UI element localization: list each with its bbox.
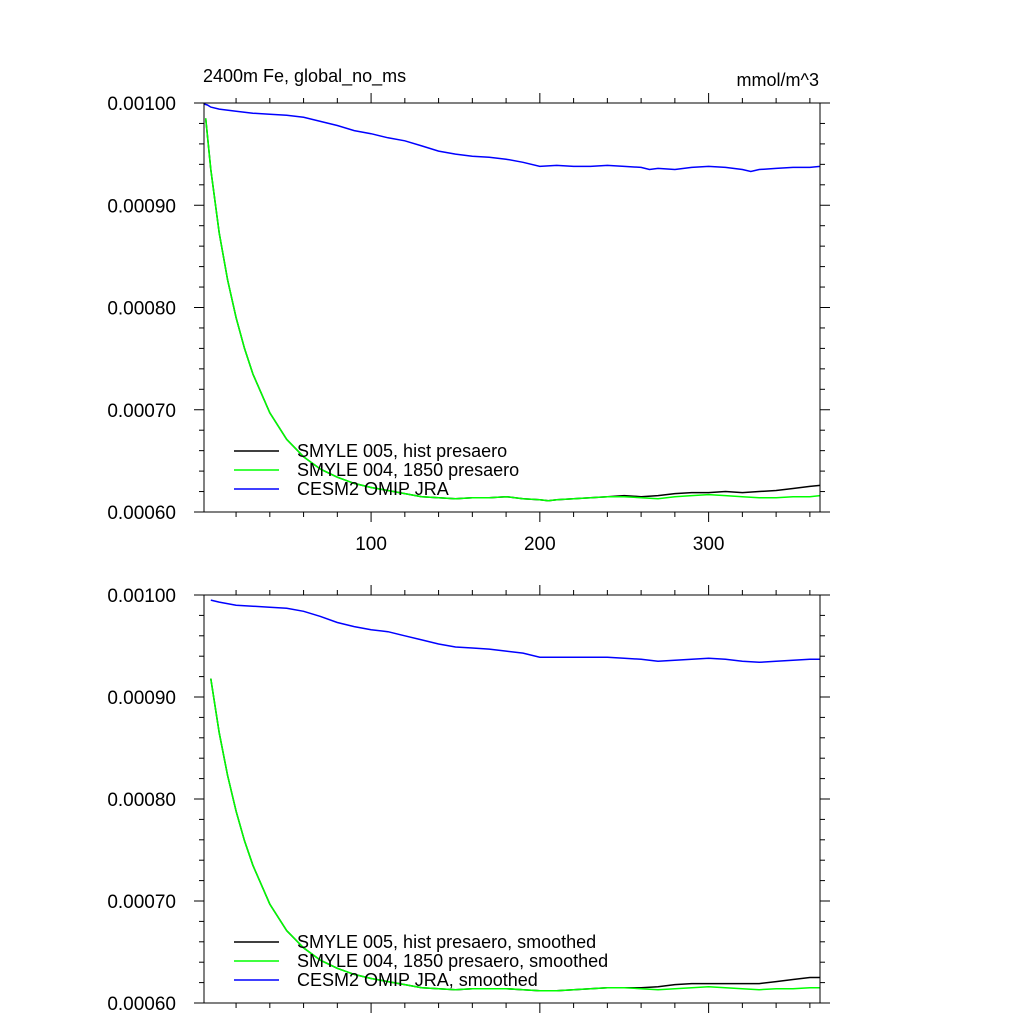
y-tick-label: 0.00060 bbox=[107, 994, 176, 1015]
top-panel: 2400m Fe, global_no_ms mmol/m^3 0.00060 0… bbox=[107, 66, 830, 555]
chart-title: 2400m Fe, global_no_ms bbox=[203, 66, 406, 87]
legend-label: SMYLE 005, hist presaero, smoothed bbox=[297, 932, 596, 952]
legend-label: SMYLE 004, 1850 presaero, smoothed bbox=[297, 951, 608, 971]
series-line-2 bbox=[203, 103, 821, 173]
series-line-2 bbox=[210, 599, 820, 664]
y-tick-label: 0.00080 bbox=[107, 790, 176, 811]
y-tick-label: 0.00080 bbox=[107, 299, 176, 320]
x-tick-label: 200 bbox=[524, 534, 556, 555]
legend-label: SMYLE 004, 1850 presaero bbox=[297, 460, 519, 480]
x-tick-label: 100 bbox=[355, 534, 387, 555]
y-tick-label: 0.00090 bbox=[107, 688, 176, 709]
y-tick-label: 0.00070 bbox=[107, 401, 176, 422]
units-label: mmol/m^3 bbox=[737, 70, 819, 90]
y-tick-label: 0.00090 bbox=[107, 196, 176, 217]
series-line-1 bbox=[210, 678, 820, 992]
legend-label: CESM2 OMIP JRA bbox=[297, 479, 449, 499]
series-line-1 bbox=[204, 118, 821, 502]
legend-label: SMYLE 005, hist presaero bbox=[297, 441, 507, 461]
y-tick-label: 0.00070 bbox=[107, 892, 176, 913]
y-tick-label: 0.00060 bbox=[107, 503, 176, 524]
bottom-panel: 0.00060 0.00070 0.00080 0.00090 0.00100 SMYLE… bbox=[107, 585, 830, 1015]
y-tick-label: 0.00100 bbox=[107, 586, 176, 607]
y-tick-label: 0.00100 bbox=[107, 94, 176, 115]
legend-label: CESM2 OMIP JRA, smoothed bbox=[297, 970, 538, 990]
x-tick-label: 300 bbox=[693, 534, 725, 555]
